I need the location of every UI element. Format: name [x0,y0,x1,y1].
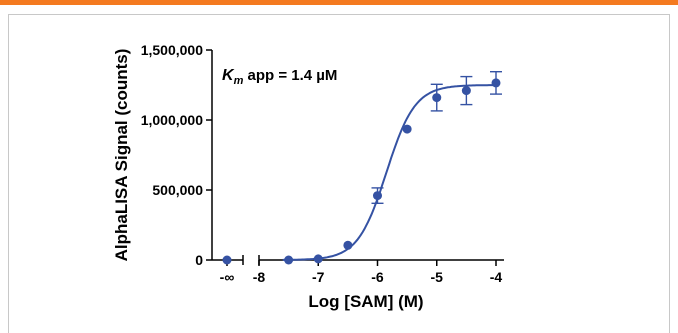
data-point-4 [373,191,382,201]
data-points [222,70,502,265]
km-annotation: Km app = 1.4 µM [222,67,337,87]
data-point-2 [313,254,323,264]
y-tick-label-3: 1,500,000 [141,42,203,58]
data-point-0 [222,255,232,265]
x-tick-label-1: -8 [253,269,266,285]
header-accent-bar [0,0,678,5]
km-annotation-sub: m [234,75,244,87]
y-tick-label-0: 0 [195,252,203,268]
x-tick-label-4: -5 [431,269,444,285]
fit-curve [282,84,496,261]
data-point-3 [343,240,353,250]
x-axis-title: Log [SAM] (M) [308,292,423,311]
y-axis-title: AlphaLISA Signal (counts) [112,49,131,262]
figure-frame [8,14,670,333]
x-tick-label-0: -∞ [220,269,235,285]
data-point-5 [402,124,412,134]
x-tick-label-2: -7 [312,269,325,285]
data-point-1 [284,255,294,265]
km-annotation-k: K [222,67,235,84]
y-tick-label-1: 500,000 [152,182,203,198]
km-annotation-rest: app = 1.4 µM [243,67,337,84]
tick-labels: 0 500,000 1,000,000 1,500,000 -∞ -8 -7 -6 -5 -4 [141,42,503,285]
data-point-8 [491,78,501,88]
x-tick-label-5: -4 [490,269,503,285]
x-tick-label-3: -6 [371,269,384,285]
data-point-7 [461,86,471,96]
data-point-6 [432,93,442,103]
y-tick-label-2: 1,000,000 [141,112,203,128]
